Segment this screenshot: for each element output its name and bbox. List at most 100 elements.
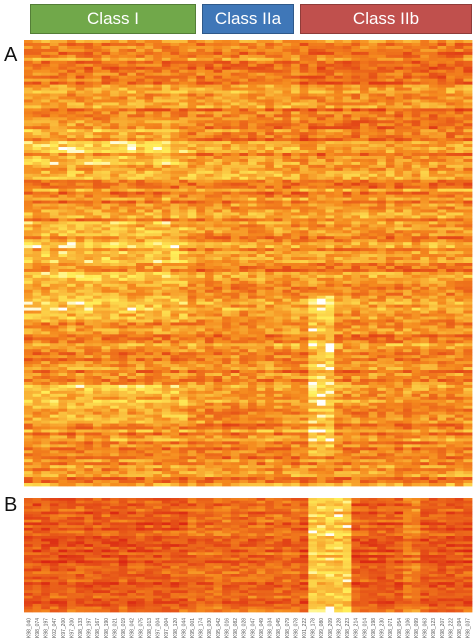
heatmap-cell-a <box>222 161 232 166</box>
heatmap-cell-a <box>67 307 77 311</box>
heatmap-cell-a <box>454 138 464 142</box>
heatmap-cell-a <box>196 251 206 255</box>
heatmap-cell-a <box>446 105 456 109</box>
heatmap-cell-a <box>385 298 395 303</box>
heatmap-cell-a <box>127 135 137 139</box>
heatmap-cell-a <box>377 188 387 193</box>
heatmap-cell-a <box>84 268 94 273</box>
heatmap-cell-a <box>411 203 421 207</box>
heatmap-cell-a <box>213 90 223 94</box>
heatmap-cell-a <box>75 75 85 80</box>
heatmap-cell-a <box>308 135 318 139</box>
heatmap-cell-a <box>196 108 206 112</box>
heatmap-cell-a <box>92 176 102 181</box>
heatmap-cell-a <box>342 274 352 279</box>
heatmap-cell-a <box>58 304 68 308</box>
heatmap-cell-a <box>161 304 171 308</box>
heatmap-cell-a <box>92 236 102 240</box>
heatmap-cell-a <box>291 263 301 267</box>
heatmap-cell-a <box>291 102 301 106</box>
heatmap-cell-a <box>394 176 404 181</box>
heatmap-cell-a <box>291 260 301 264</box>
heatmap-cell-a <box>161 90 171 94</box>
heatmap-cell-a <box>411 81 421 85</box>
heatmap-cell-a <box>316 313 326 317</box>
heatmap-cell-a <box>420 158 430 163</box>
heatmap-cell-a <box>196 310 206 314</box>
heatmap-cell-a <box>41 203 51 207</box>
heatmap-cell-a <box>248 307 258 311</box>
heatmap-cell-a <box>248 319 258 323</box>
heatmap-cell-a <box>41 138 51 142</box>
heatmap-cell-a <box>24 57 34 62</box>
heatmap-cell-a <box>428 105 438 109</box>
heatmap-cell-a <box>377 257 387 261</box>
heatmap-cell-a <box>463 283 473 288</box>
heatmap-cell-a <box>403 206 413 210</box>
heatmap-cell-a <box>84 245 94 249</box>
heatmap-cell-a <box>368 197 378 201</box>
heatmap-cell-a <box>204 185 214 190</box>
heatmap-cell-a <box>58 114 68 118</box>
heatmap-cell-a <box>282 117 292 121</box>
heatmap-cell-a <box>377 322 387 326</box>
heatmap-cell-a <box>325 301 335 306</box>
heatmap-cell-a <box>84 203 94 207</box>
heatmap-cell-a <box>351 298 361 303</box>
heatmap-cell-a <box>32 248 42 252</box>
heatmap-cell-a <box>299 167 309 172</box>
heatmap-cell-a <box>41 164 51 169</box>
heatmap-cell-a <box>92 111 102 115</box>
heatmap-cell-a <box>127 111 137 115</box>
heatmap-cell-a <box>273 123 283 127</box>
heatmap-cell-a <box>368 120 378 124</box>
heatmap-cell-a <box>351 141 361 145</box>
heatmap-cell-a <box>273 129 283 133</box>
heatmap-cell-a <box>127 123 137 127</box>
heatmap-cell-a <box>67 132 77 136</box>
heatmap-cell-a <box>342 42 352 47</box>
heatmap-cell-a <box>239 173 249 178</box>
heatmap-cell-a <box>394 289 404 294</box>
heatmap-cell-a <box>325 286 335 291</box>
heatmap-cell-a <box>273 54 283 59</box>
heatmap-cell-a <box>84 194 94 198</box>
heatmap-cell-a <box>428 236 438 240</box>
heatmap-cell-a <box>377 42 387 47</box>
heatmap-cell-a <box>127 203 137 207</box>
heatmap-cell-a <box>187 54 197 59</box>
heatmap-cell-a <box>334 161 344 166</box>
heatmap-cell-a <box>161 301 171 306</box>
heatmap-cell-a <box>248 108 258 112</box>
heatmap-cell-a <box>351 295 361 300</box>
heatmap-cell-a <box>24 42 34 47</box>
heatmap-cell-a <box>273 102 283 106</box>
heatmap-cell-a <box>161 316 171 320</box>
heatmap-cell-a <box>75 188 85 193</box>
heatmap-cell-a <box>411 150 421 154</box>
heatmap-cell-a <box>360 254 370 258</box>
heatmap-cell-a <box>299 268 309 273</box>
heatmap-cell-a <box>325 227 335 231</box>
heatmap-cell-a <box>32 90 42 94</box>
heatmap-cell-a <box>437 209 447 213</box>
heatmap-cell-a <box>84 51 94 56</box>
heatmap-cell-a <box>32 182 42 187</box>
heatmap-cell-a <box>101 78 111 83</box>
heatmap-cell-a <box>92 170 102 175</box>
heatmap-cell-a <box>291 212 301 216</box>
heatmap-cell-a <box>325 221 335 225</box>
heatmap-cell-a <box>291 295 301 300</box>
heatmap-cell-a <box>196 209 206 213</box>
heatmap-cell-a <box>377 182 387 187</box>
heatmap-cell-a <box>153 230 163 234</box>
heatmap-cell-a <box>282 93 292 97</box>
heatmap-cell-a <box>334 263 344 267</box>
heatmap-cell-a <box>239 239 249 243</box>
heatmap-cell-a <box>170 215 180 219</box>
heatmap-cell-a <box>291 144 301 148</box>
heatmap-cell-a <box>161 313 171 317</box>
heatmap-cell-a <box>92 141 102 145</box>
heatmap-cell-a <box>84 164 94 169</box>
heatmap-cell-a <box>127 230 137 234</box>
